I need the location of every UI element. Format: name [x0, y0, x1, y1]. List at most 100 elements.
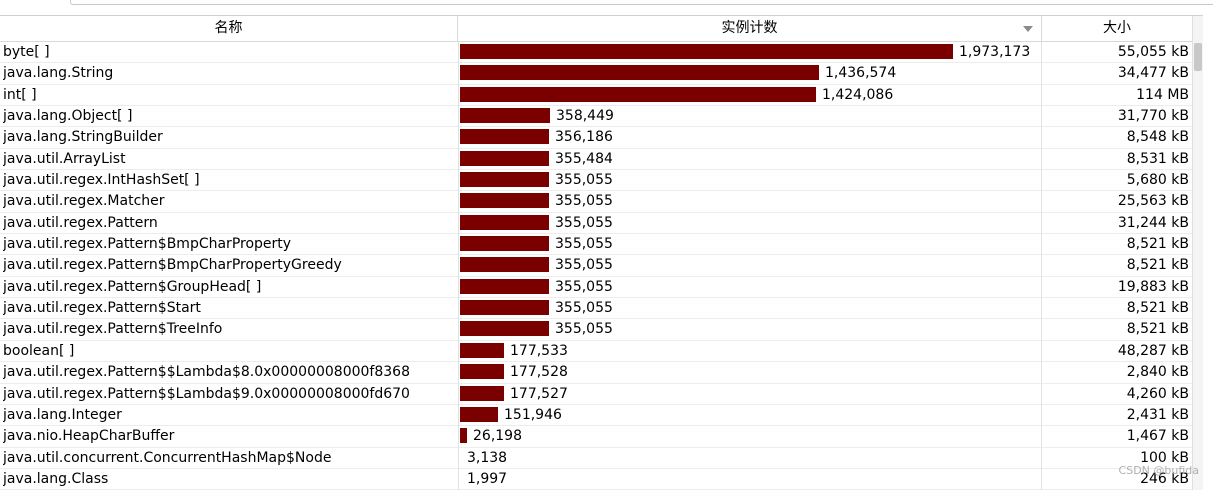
table-row[interactable]: java.util.regex.Pattern$$Lambda$8.0x0000… — [0, 362, 1192, 384]
instance-count-bar — [460, 236, 549, 252]
vertical-scrollbar[interactable] — [1192, 16, 1203, 490]
table-row[interactable]: java.util.regex.Pattern$Start 355,055 8,52… — [0, 298, 1192, 320]
instance-count-bar — [460, 278, 549, 294]
instance-count-label: 355,055 — [555, 278, 613, 295]
instance-count-cell: 355,055 — [458, 276, 1042, 298]
instance-count-bar — [460, 65, 819, 81]
instance-count-label: 3,138 — [467, 449, 508, 466]
class-name-cell: java.util.regex.IntHashSet[ ] — [3, 172, 200, 189]
table-row[interactable]: int[ ] 1,424,086 114 MB — [0, 84, 1192, 107]
instance-count-bar — [460, 150, 549, 166]
size-cell: 19,883 kB — [1117, 278, 1189, 295]
size-cell: 31,770 kB — [1117, 108, 1189, 125]
instance-count-cell: 355,055 — [458, 255, 1042, 277]
size-cell: 1,467 kB — [1126, 428, 1189, 445]
table-row[interactable]: java.util.regex.Pattern$BmpCharPropertyG… — [0, 255, 1192, 277]
instance-count-label: 177,528 — [510, 364, 568, 381]
table-row[interactable]: java.lang.Integer 151,946 2,431 kB — [0, 404, 1192, 427]
size-cell: 34,477 kB — [1117, 65, 1189, 82]
table-row[interactable]: java.util.regex.Pattern$TreeInfo 355,055 8… — [0, 319, 1192, 341]
instance-count-cell: 355,055 — [458, 170, 1042, 192]
class-name-cell: java.util.concurrent.ConcurrentHashMap$N… — [3, 449, 332, 466]
instance-count-cell: 355,484 — [458, 148, 1042, 170]
watermark: CSDN @bufida — [1118, 464, 1199, 477]
instance-count-bar — [460, 257, 549, 273]
class-name-cell: java.util.regex.Pattern$BmpCharPropertyG… — [3, 257, 342, 274]
instance-count-cell: 3,138 — [458, 447, 1042, 469]
instance-count-label: 1,436,574 — [825, 65, 897, 82]
table-row[interactable]: java.util.ArrayList 355,484 8,531 kB — [0, 148, 1192, 171]
size-cell: 8,521 kB — [1126, 257, 1189, 274]
instance-count-bar — [460, 86, 816, 102]
instance-count-bar — [460, 321, 549, 337]
size-cell: 48,287 kB — [1117, 342, 1189, 359]
size-cell: 8,531 kB — [1126, 150, 1189, 167]
class-name-cell: byte[ ] — [3, 44, 50, 60]
instance-count-cell: 1,436,574 — [458, 63, 1042, 85]
class-name-cell: boolean[ ] — [3, 342, 75, 359]
instance-count-label: 355,484 — [555, 150, 613, 167]
table-row[interactable]: java.util.regex.Pattern$BmpCharProperty 3… — [0, 234, 1192, 256]
filter-bar — [0, 0, 1213, 10]
instance-count-cell: 355,055 — [458, 212, 1042, 234]
table-row[interactable]: boolean[ ] 177,533 48,287 kB — [0, 340, 1192, 363]
instance-count-bar — [460, 129, 549, 145]
table-row[interactable]: java.util.regex.Matcher 355,055 25,563 kB — [0, 191, 1192, 213]
size-cell: 114 MB — [1136, 86, 1189, 103]
class-name-cell: java.util.regex.Matcher — [3, 193, 165, 210]
class-name-cell: java.util.regex.Pattern$$Lambda$8.0x0000… — [3, 364, 410, 381]
scrollbar-thumb[interactable] — [1194, 43, 1202, 71]
size-cell: 100 kB — [1140, 449, 1189, 466]
table-row[interactable]: java.nio.HeapCharBuffer 26,198 1,467 kB — [0, 426, 1192, 448]
instance-count-label: 355,055 — [555, 193, 613, 210]
table-row[interactable]: java.lang.Object[ ] 358,449 31,770 kB — [0, 106, 1192, 128]
table-row[interactable]: java.util.regex.Pattern$GroupHead[ ] 355,… — [0, 276, 1192, 299]
table-row[interactable]: java.util.regex.Pattern$$Lambda$9.0x0000… — [0, 383, 1192, 405]
class-name-cell: java.lang.Class — [3, 470, 109, 487]
instance-count-bar — [460, 172, 549, 188]
instance-count-label: 355,055 — [555, 257, 613, 274]
size-cell: 8,548 kB — [1126, 129, 1189, 146]
instance-count-label: 355,055 — [555, 300, 613, 317]
size-cell: 8,521 kB — [1126, 321, 1189, 338]
table-row[interactable]: java.lang.String 1,436,574 34,477 kB — [0, 63, 1192, 85]
instance-count-cell: 358,449 — [458, 106, 1042, 128]
filter-input[interactable] — [70, 0, 1213, 5]
table-row[interactable]: java.util.regex.Pattern 355,055 31,244 kB — [0, 212, 1192, 235]
table-row[interactable]: java.lang.StringBuilder 356,186 8,548 kB — [0, 127, 1192, 149]
size-cell: 4,260 kB — [1126, 385, 1189, 402]
class-name-cell: int[ ] — [3, 86, 37, 103]
table-row[interactable]: java.lang.Class 1,997 246 kB — [0, 468, 1192, 490]
size-cell: 8,521 kB — [1126, 236, 1189, 253]
instance-count-bar — [460, 428, 467, 444]
instance-count-cell: 177,527 — [458, 383, 1042, 405]
size-cell: 2,840 kB — [1126, 364, 1189, 381]
instance-count-label: 1,424,086 — [822, 86, 894, 103]
instance-count-bar — [460, 342, 504, 358]
instance-count-bar — [460, 214, 549, 230]
column-header-size[interactable]: 大小 — [1103, 20, 1131, 36]
instance-count-label: 177,527 — [510, 385, 568, 402]
table-row[interactable]: java.util.concurrent.ConcurrentHashMap$N… — [0, 447, 1192, 469]
instance-count-cell: 356,186 — [458, 127, 1042, 149]
instance-count-label: 26,198 — [473, 428, 522, 445]
table-row[interactable]: java.util.regex.IntHashSet[ ] 355,055 5,68… — [0, 170, 1192, 192]
column-header-instance-count-label: 实例计数 — [721, 20, 778, 36]
table-header: 名称 实例计数 大小 — [0, 16, 1192, 42]
instance-count-cell: 177,528 — [458, 362, 1042, 384]
instance-count-label: 355,055 — [555, 172, 613, 189]
instance-count-bar — [460, 44, 953, 59]
instance-count-cell: 1,997 — [458, 468, 1042, 490]
instance-count-bar — [460, 364, 504, 380]
class-name-cell: java.lang.Integer — [3, 406, 122, 423]
column-header-instance-count[interactable]: 实例计数 — [458, 16, 1042, 41]
table-row[interactable]: byte[ ] 1,973,173 55,055 kB — [0, 42, 1192, 64]
instance-count-label: 355,055 — [555, 214, 613, 231]
class-name-cell: java.util.ArrayList — [3, 150, 126, 167]
instance-count-label: 358,449 — [556, 108, 614, 125]
instance-count-cell: 26,198 — [458, 426, 1042, 448]
size-cell: 2,431 kB — [1126, 406, 1189, 423]
sort-descending-icon — [1023, 26, 1033, 32]
column-header-name[interactable]: 名称 — [0, 16, 458, 41]
class-name-cell: java.util.regex.Pattern$GroupHead[ ] — [3, 278, 262, 295]
